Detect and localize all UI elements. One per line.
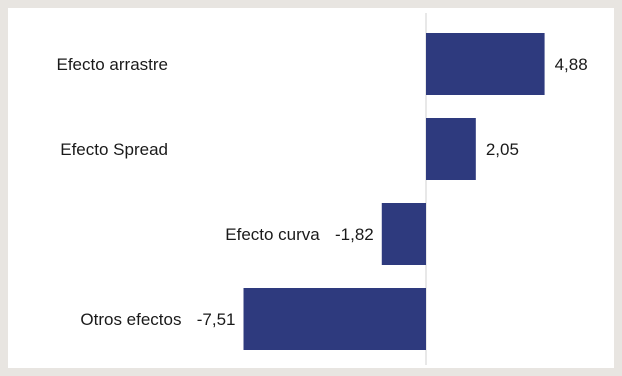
chart-frame: 4,88 Efecto arrastre 2,05 Efecto Spread -1,8… <box>8 8 614 368</box>
value-label: -7,51 <box>197 310 236 329</box>
bar-chart: 4,88 Efecto arrastre 2,05 Efecto Spread -1,8… <box>57 13 588 365</box>
value-label: 4,88 <box>555 55 588 74</box>
bar-2 <box>426 118 476 180</box>
value-label: -1,82 <box>335 225 374 244</box>
bar-1 <box>426 33 545 95</box>
category-label: Otros efectos <box>80 310 181 329</box>
category-label: Efecto arrastre <box>57 55 169 74</box>
category-label: Efecto curva <box>225 225 320 244</box>
category-label: Efecto Spread <box>60 140 168 159</box>
bar-3 <box>381 203 426 265</box>
bar-4 <box>243 288 426 350</box>
value-label: 2,05 <box>486 140 519 159</box>
